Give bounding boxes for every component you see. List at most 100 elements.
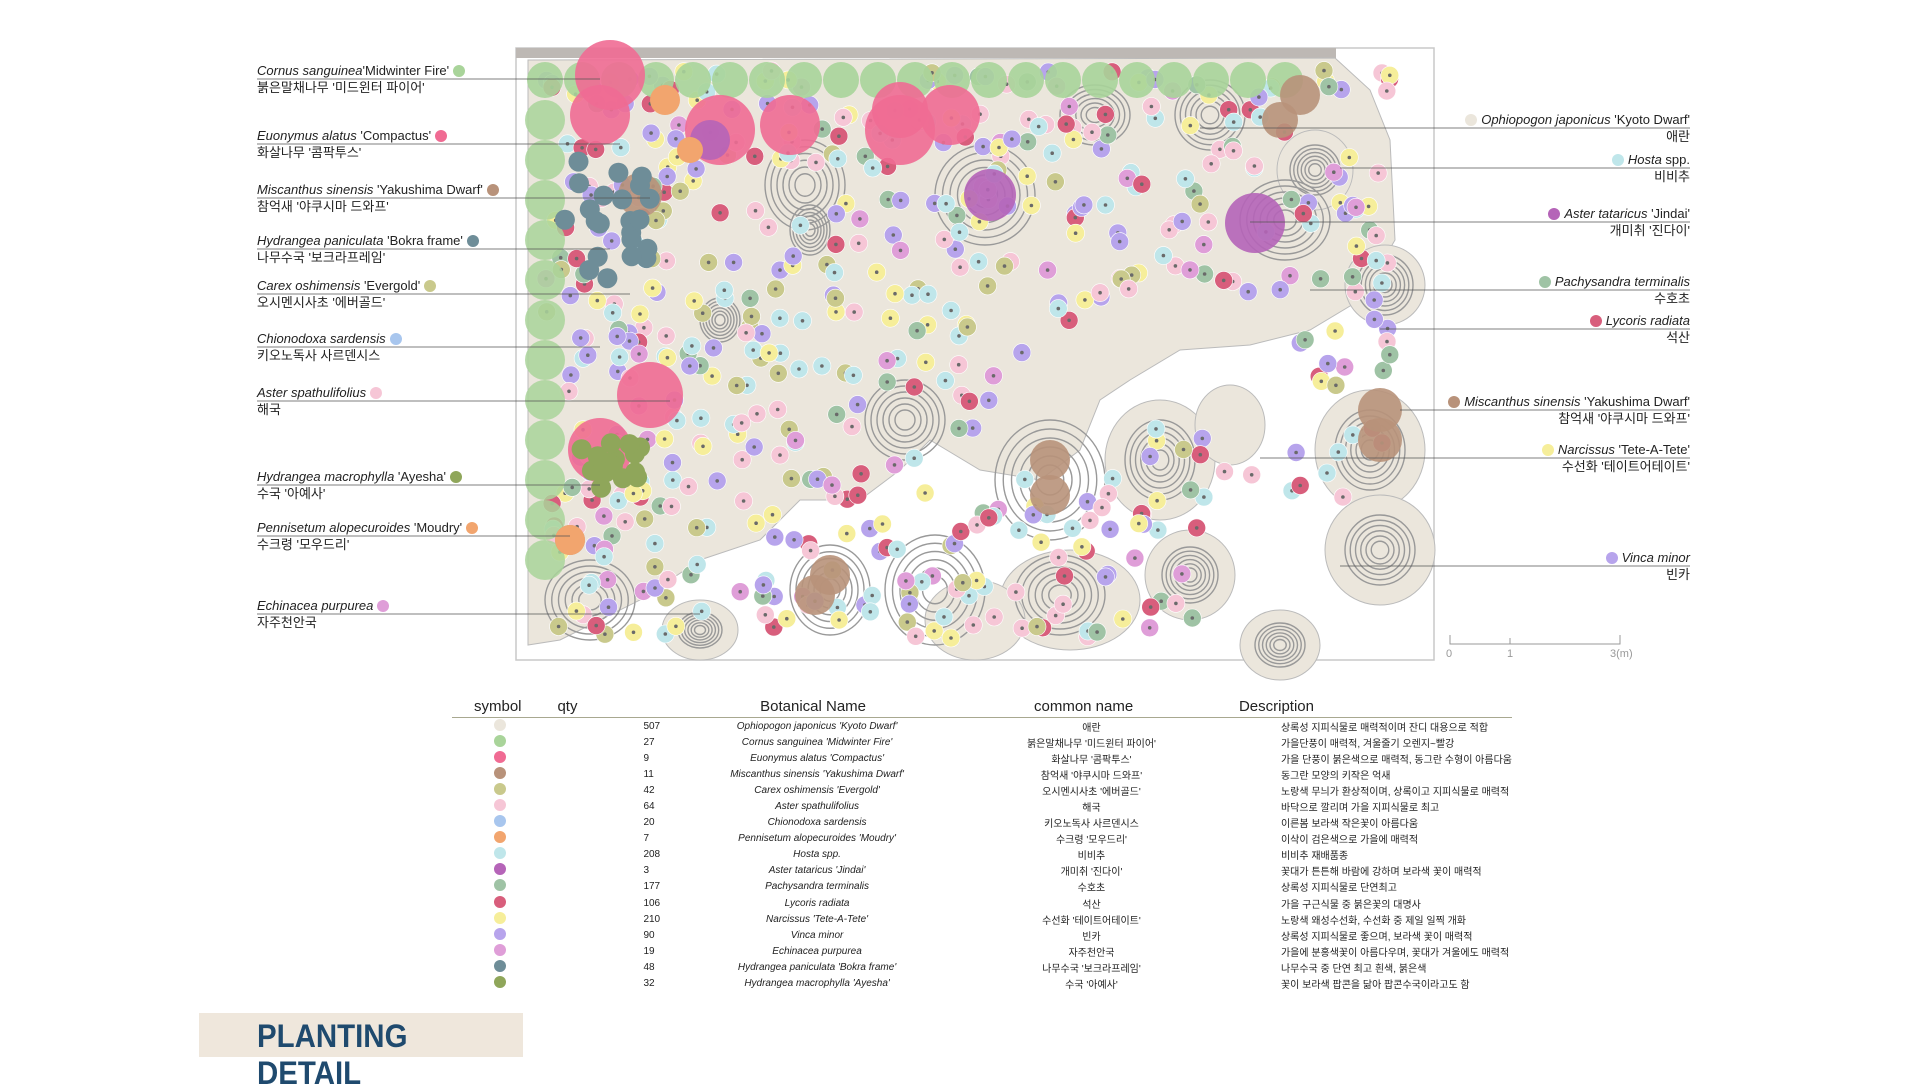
swatch-icon [466,235,479,247]
contour-ring [1165,550,1215,600]
perennial-center [844,201,848,206]
miscanthus-mark [1358,418,1402,462]
botanical-cell: Chionodoxa sardensis [767,817,867,829]
miscanthus-mark [1262,102,1298,138]
perennial-center [686,484,691,489]
perennial-center [1278,287,1282,292]
callout-right-4: Lycoris radiata 석산 [1586,312,1690,346]
common-name-cell: 화살나무 '콤팍투스' [1051,754,1132,766]
cornus-shrub [1082,62,1118,98]
swatch-icon [435,130,448,142]
perennial-center [1103,112,1108,117]
cornus-shrub [712,62,748,98]
contour-ring [1002,428,1098,532]
perennial-center [1318,277,1323,281]
perennial-center [586,353,590,358]
perennial-center [602,514,606,518]
perennial-center [1306,201,1311,205]
miscanthus-mark [1030,475,1070,515]
perennial-center [1226,107,1231,112]
perennial-center [930,574,935,578]
perennial-center [735,432,740,437]
botanical-name: Echinacea purpurea [257,598,374,613]
perennial-center [910,293,914,298]
contour-ring [776,152,834,218]
perennial-center [1025,174,1029,178]
swatch-icon [1465,114,1478,126]
perennial-center [1090,130,1094,134]
perennial-center [913,634,918,639]
perennial-center [1045,268,1050,272]
perennial-center [932,201,937,206]
perennial-center [695,98,699,102]
perennial-center [637,352,641,356]
perennial-center [825,262,829,267]
perennial-center [1023,477,1027,482]
common-name-cell: 해국 [1082,803,1101,815]
perennial-center [1339,87,1344,92]
botanical-name: Hosta [1627,152,1662,167]
botanical-cell: Hydrangea paniculata 'Bokra frame' [737,961,897,973]
callout-botanical: Hosta spp. [1608,151,1690,168]
symbol-cell [452,911,535,927]
perennial-center [1180,219,1184,224]
perennial-center [694,167,698,171]
perennial-center [1100,505,1104,510]
perennial-center [1050,151,1054,155]
perennial-center [1108,527,1112,532]
perennial-center [642,517,647,521]
callout-botanical: Narcissus 'Tete-A-Tete' [1538,441,1690,458]
perennial-center [1188,488,1193,492]
cultivar-name: 'Tete-A-Tete' [1614,442,1690,457]
korean-name: 키오노독사 사르덴시스 [257,348,381,363]
contour-ring [711,310,729,330]
qty-cell: 3 [643,865,649,877]
perennial-center [1020,626,1024,630]
perennial-center [677,123,681,127]
perennial-center [1301,211,1306,216]
perennial-center [1067,318,1071,323]
perennial-center [895,356,900,361]
perennial-center [631,491,636,496]
perennial-center [653,541,657,546]
contour-ring [1200,105,1220,125]
qty-cell: 208 [643,849,661,861]
perennial-center [763,613,768,617]
qty-cell: 507 [643,720,661,732]
perennial-center [761,594,765,598]
cornus-shrub [525,140,565,180]
callout-left-7: Hydrangea macrophylla 'Ayesha' 수국 '아예사' [257,468,466,502]
qty-cell: 177 [643,881,661,893]
perennial-center [912,385,917,389]
perennial-center [772,594,776,599]
swatch-icon [1605,552,1618,564]
botanical-cell: Cornus sanguinea 'Midwinter Fire' [741,736,893,748]
hydrangea-paniculata-mark [568,151,589,172]
botanical-name: Aster tataricus [1564,206,1648,221]
description-cell: 가을 구근식물 중 붉은꽃의 대명사 [1280,899,1421,911]
perennial-center [959,529,963,534]
common-name-cell: 수선화 '테이트어테이트' [1042,915,1141,927]
description-cell: 가을단풍이 매력적, 겨울줄기 오렌지~빨강 [1280,738,1455,750]
perennial-center [1082,203,1086,207]
perennial-center [749,314,754,319]
qty-cell: 90 [643,929,655,941]
perennial-center [663,632,668,636]
contour-ring [1261,628,1299,662]
symbol-swatch-icon [494,911,506,924]
perennial-center [1148,454,1152,459]
perennial-center [1359,256,1364,261]
common-name-cell: 개미취 '진다이' [1060,867,1123,879]
perennial-center [845,497,850,502]
symbol-swatch-icon [494,863,506,876]
callout-left-8: Pennisetum alopecuroides 'Moudry' 수크령 '모우… [257,519,482,553]
symbol-swatch-icon [494,927,506,940]
symbol-cell [452,895,535,911]
perennial-center [631,630,636,635]
perennial-center [569,373,573,377]
perennial-center [753,154,757,159]
perennial-center [1137,521,1141,526]
perennial-center [1153,116,1158,121]
perennial-center [1140,182,1144,186]
botanical-cell: Lycoris radiata [784,897,850,909]
